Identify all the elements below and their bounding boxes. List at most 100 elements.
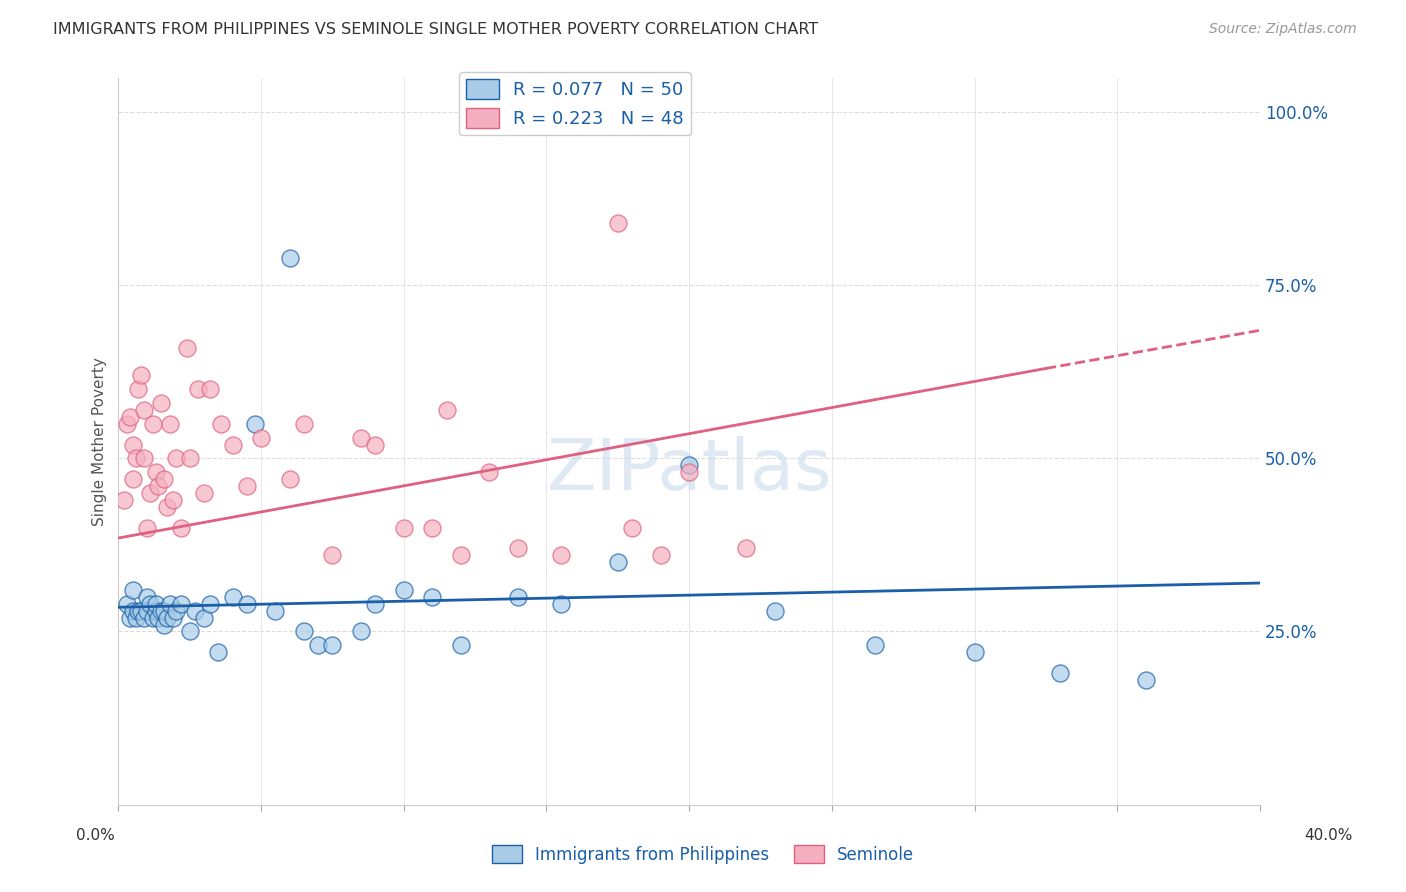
Point	[450, 638, 472, 652]
Point	[124, 451, 146, 466]
Point	[118, 409, 141, 424]
Point	[963, 645, 986, 659]
Point	[678, 458, 700, 473]
Point	[621, 521, 644, 535]
Point	[136, 590, 159, 604]
Point	[145, 597, 167, 611]
Point	[134, 403, 156, 417]
Point	[112, 492, 135, 507]
Y-axis label: Single Mother Poverty: Single Mother Poverty	[93, 357, 107, 525]
Legend: Immigrants from Philippines, Seminole: Immigrants from Philippines, Seminole	[485, 838, 921, 871]
Point	[153, 472, 176, 486]
Point	[193, 610, 215, 624]
Point	[735, 541, 758, 556]
Text: Source: ZipAtlas.com: Source: ZipAtlas.com	[1209, 22, 1357, 37]
Point	[392, 521, 415, 535]
Point	[134, 610, 156, 624]
Point	[142, 417, 165, 431]
Legend: R = 0.077   N = 50, R = 0.223   N = 48: R = 0.077 N = 50, R = 0.223 N = 48	[458, 72, 690, 136]
Point	[121, 582, 143, 597]
Point	[198, 382, 221, 396]
Point	[763, 604, 786, 618]
Text: 0.0%: 0.0%	[76, 829, 115, 843]
Point	[278, 472, 301, 486]
Point	[606, 216, 628, 230]
Point	[863, 638, 886, 652]
Point	[506, 541, 529, 556]
Point	[321, 638, 343, 652]
Point	[478, 465, 501, 479]
Point	[165, 604, 187, 618]
Text: ZIPatlas: ZIPatlas	[547, 435, 832, 505]
Point	[321, 549, 343, 563]
Point	[1135, 673, 1157, 687]
Point	[364, 437, 387, 451]
Point	[121, 437, 143, 451]
Point	[420, 521, 443, 535]
Point	[136, 604, 159, 618]
Point	[179, 451, 201, 466]
Point	[148, 479, 170, 493]
Point	[121, 604, 143, 618]
Point	[159, 597, 181, 611]
Point	[159, 417, 181, 431]
Point	[148, 610, 170, 624]
Point	[550, 549, 572, 563]
Point	[162, 492, 184, 507]
Point	[198, 597, 221, 611]
Point	[392, 582, 415, 597]
Point	[264, 604, 287, 618]
Point	[292, 624, 315, 639]
Point	[129, 604, 152, 618]
Point	[139, 597, 162, 611]
Point	[250, 431, 273, 445]
Point	[350, 624, 373, 639]
Point	[650, 549, 672, 563]
Point	[170, 521, 193, 535]
Point	[207, 645, 229, 659]
Point	[115, 417, 138, 431]
Point	[134, 451, 156, 466]
Point	[115, 597, 138, 611]
Text: 40.0%: 40.0%	[1305, 829, 1353, 843]
Point	[292, 417, 315, 431]
Point	[162, 610, 184, 624]
Point	[165, 451, 187, 466]
Point	[121, 472, 143, 486]
Point	[153, 604, 176, 618]
Point	[145, 604, 167, 618]
Point	[156, 500, 179, 514]
Point	[420, 590, 443, 604]
Point	[170, 597, 193, 611]
Point	[156, 610, 179, 624]
Point	[176, 341, 198, 355]
Point	[127, 604, 149, 618]
Point	[236, 597, 259, 611]
Point	[193, 486, 215, 500]
Point	[436, 403, 458, 417]
Point	[124, 610, 146, 624]
Point	[506, 590, 529, 604]
Point	[145, 465, 167, 479]
Point	[678, 465, 700, 479]
Point	[450, 549, 472, 563]
Point	[245, 417, 267, 431]
Point	[236, 479, 259, 493]
Point	[550, 597, 572, 611]
Point	[150, 604, 173, 618]
Point	[221, 590, 243, 604]
Point	[278, 251, 301, 265]
Point	[179, 624, 201, 639]
Point	[1049, 666, 1071, 681]
Point	[187, 382, 209, 396]
Point	[153, 617, 176, 632]
Point	[150, 396, 173, 410]
Point	[139, 486, 162, 500]
Point	[129, 368, 152, 383]
Point	[142, 610, 165, 624]
Point	[307, 638, 329, 652]
Point	[118, 610, 141, 624]
Point	[127, 382, 149, 396]
Point	[606, 555, 628, 569]
Point	[136, 521, 159, 535]
